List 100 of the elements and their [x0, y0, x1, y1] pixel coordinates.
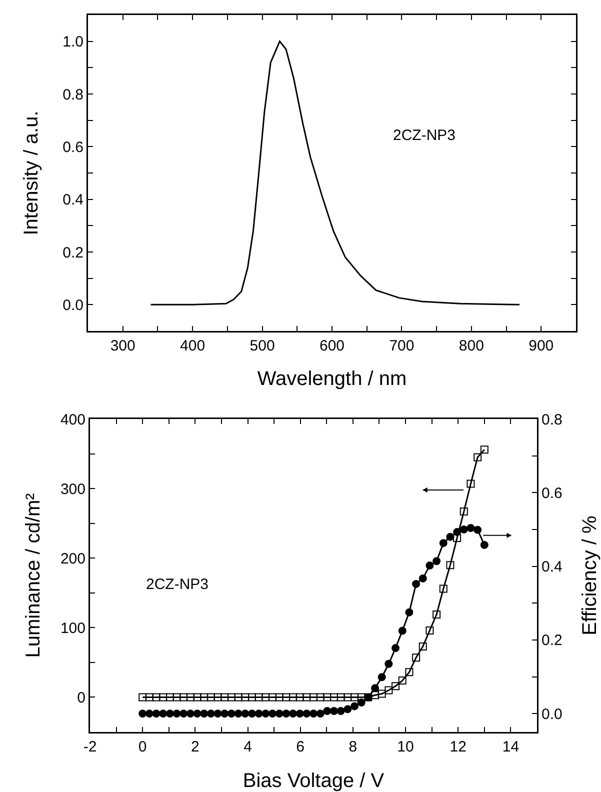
point: [248, 693, 256, 702]
point: [159, 693, 168, 702]
point: [310, 693, 318, 702]
x-tick-label: 2: [191, 738, 200, 756]
x-tick-label: 6: [296, 738, 305, 756]
y-tick-label: 0.2: [62, 244, 84, 262]
point: [275, 693, 284, 702]
point: [186, 710, 194, 718]
point: [398, 676, 406, 685]
x-tick-label: -2: [83, 738, 97, 756]
point: [378, 690, 386, 698]
point: [145, 693, 154, 702]
y-tick-label: 400: [60, 411, 86, 428]
y-tick-label: 100: [60, 620, 86, 637]
point: [193, 693, 202, 702]
point: [474, 453, 482, 462]
point: [166, 710, 174, 718]
point: [316, 710, 324, 718]
point: [398, 626, 406, 635]
x-tick-label: 4: [244, 738, 252, 756]
point: [241, 710, 250, 718]
point: [344, 705, 352, 714]
x-tick-label: 10: [397, 738, 414, 756]
point: [384, 660, 393, 668]
x-tick-label: 14: [502, 738, 520, 756]
y-tick-label: 0.0: [62, 296, 84, 314]
point: [405, 668, 414, 676]
line-series: [150, 40, 520, 306]
point: [138, 693, 147, 702]
point: [453, 534, 462, 542]
point: [357, 698, 366, 707]
point: [152, 710, 160, 718]
point: [227, 693, 236, 702]
point: [439, 539, 448, 548]
point: [412, 654, 420, 662]
point: [432, 610, 441, 618]
x-tick-label: 8: [348, 738, 358, 756]
point: [446, 532, 454, 541]
point: [323, 693, 332, 702]
point: [378, 673, 386, 682]
annotation: 2CZ-NP3: [393, 127, 456, 144]
point: [384, 686, 393, 694]
annotation: 2CZ-NP3: [146, 576, 209, 593]
point: [214, 693, 222, 702]
point: [392, 644, 400, 652]
y-axis-title: Intensity / a.u.: [20, 110, 42, 236]
point: [159, 710, 168, 718]
point: [418, 574, 427, 582]
point: [180, 710, 188, 718]
point: [336, 707, 345, 716]
point: [405, 608, 414, 616]
point: [241, 693, 250, 702]
point: [296, 693, 304, 702]
point: [186, 693, 194, 702]
point: [426, 562, 434, 570]
y-tick-label: 200: [60, 550, 86, 568]
point: [254, 710, 263, 718]
y-axis-title: Luminance / cd/m²: [22, 492, 44, 658]
point: [330, 707, 338, 716]
x-tick-label: 12: [450, 738, 466, 756]
point: [460, 525, 468, 534]
point: [248, 710, 256, 718]
point: [262, 693, 270, 702]
point: [200, 693, 208, 702]
point: [206, 710, 215, 718]
point: [172, 710, 181, 718]
point: [282, 710, 290, 718]
point: [152, 693, 160, 702]
point: [344, 693, 352, 702]
point: [234, 693, 242, 702]
point: [220, 710, 229, 718]
y-tick-label: 300: [60, 480, 86, 498]
point: [460, 508, 468, 516]
y2-tick-label: 0.6: [542, 484, 562, 502]
y-tick-label: 0.6: [62, 138, 84, 156]
point: [418, 642, 427, 650]
point: [172, 693, 181, 702]
point: [323, 707, 332, 716]
x-tick-label: 500: [250, 338, 275, 354]
point: [220, 693, 229, 702]
y2-tick-label: 0.4: [542, 558, 562, 576]
point: [412, 580, 420, 588]
x-tick-label: 600: [319, 338, 345, 354]
point: [350, 702, 359, 710]
point: [302, 710, 311, 718]
y-tick-label: 0: [77, 689, 86, 706]
point: [371, 691, 380, 700]
point: [350, 693, 359, 702]
point: [282, 693, 290, 702]
point: [330, 693, 338, 702]
point: [268, 710, 276, 718]
point: [138, 710, 147, 718]
point: [214, 710, 222, 718]
point: [453, 528, 462, 536]
x-axis-title: Wavelength / nm: [257, 368, 407, 390]
y-tick-label: 0.8: [62, 86, 84, 104]
y2-tick-label: 0.8: [542, 411, 562, 428]
point: [316, 693, 324, 702]
x-tick-label: 300: [110, 338, 136, 354]
point: [193, 710, 202, 718]
